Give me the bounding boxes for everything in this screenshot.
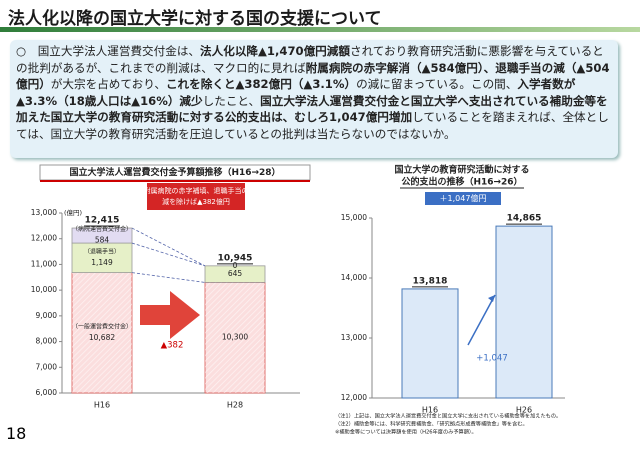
arrow-head xyxy=(488,295,495,302)
body-text: の減に留まっている。この間、 xyxy=(356,77,518,91)
segment-label: 645 xyxy=(228,269,243,278)
y-tick-label: 12,000 xyxy=(341,393,367,402)
arrow-label: +1,047 xyxy=(476,354,507,364)
y-tick-label: 14,000 xyxy=(341,273,367,282)
note: （注1）上記は、国立大学法人運営費交付金と国立大学に支出されている補助金等を加え… xyxy=(335,412,561,420)
callout-text: 附属病院の赤字補填、退職手当の xyxy=(144,186,249,195)
segment-label: 584 xyxy=(95,236,110,245)
body-text: ○ 国立大学法人運営費交付金は、 xyxy=(16,44,201,58)
arrow xyxy=(140,291,200,339)
x-tick-label: H16 xyxy=(94,401,110,410)
connector xyxy=(131,227,206,267)
y-tick-label: 15,000 xyxy=(341,213,367,222)
title-rule xyxy=(0,27,640,32)
y-tick-label: 6,000 xyxy=(36,388,58,397)
bar-segment xyxy=(71,242,133,274)
callout-box xyxy=(147,183,245,210)
hatch xyxy=(205,282,265,393)
y-unit: (億円) xyxy=(64,208,82,217)
body-text: したこと、 xyxy=(202,93,261,108)
y-tick-label: 12,000 xyxy=(31,234,57,243)
y-tick-label: 13,000 xyxy=(341,333,367,342)
body-text: 附属病院の赤字解消（▲584億円）、退職手当の減（▲504億円） xyxy=(16,60,610,92)
body-text: これを除くと▲382億円（▲3.1%） xyxy=(165,77,357,91)
y-tick-label: 10,000 xyxy=(31,285,57,294)
value-label: 13,818 xyxy=(413,276,448,286)
connector xyxy=(131,272,206,283)
callout-box xyxy=(425,192,501,205)
total-label: 10,945 xyxy=(218,253,253,263)
slide-title: 法人化以降の国立大学に対する国の支援について xyxy=(8,9,382,29)
body-text: していることを踏まえれば、全体としては、国立大学の教育研究活動を圧迫しているとの… xyxy=(16,110,609,141)
y-tick-label: 13,000 xyxy=(31,208,57,217)
total-label: 12,415 xyxy=(85,216,120,226)
segment-label: 10,682 xyxy=(89,333,115,342)
series-name: （病院運営費交付金） xyxy=(72,225,132,233)
series-name: （一般運営費交付金） xyxy=(72,322,132,330)
body-text: 国立大学法人運営費交付金と国立大学へ支出されている補助金等を加えた国立大学の教育… xyxy=(16,93,608,125)
trend-arrow xyxy=(467,294,496,346)
x-tick-label: H26 xyxy=(516,406,532,415)
note: ※補助金等については決算額を使用（H26年度のみ予算額）。 xyxy=(335,428,477,436)
body-text: 法人化以降▲1,470億円減額 xyxy=(200,44,350,58)
segment-label: 0 xyxy=(233,261,238,270)
x-tick-label: H28 xyxy=(227,401,243,410)
bar-underline xyxy=(40,180,310,182)
callout-text: 減を除けば▲382億円 xyxy=(162,197,230,206)
callout-text: ＋1,047億円 xyxy=(440,193,487,203)
chart-title: 公的支出の推移（H16→26） xyxy=(401,176,522,188)
arrow-label: ▲382 xyxy=(161,341,184,351)
bar xyxy=(495,225,553,399)
series-name: （退職手当） xyxy=(84,247,120,255)
value-label: 14,865 xyxy=(507,214,542,224)
body-text: 入学者数が▲3.3%（18歳人口は▲16%）減少 xyxy=(16,77,576,108)
x-tick-label: H16 xyxy=(422,406,438,415)
chart-title: 国立大学法人運営費交付金予算額推移（H16→28） xyxy=(69,166,280,178)
bar xyxy=(401,288,459,399)
segment-label: 1,149 xyxy=(91,258,113,267)
body-text: が大宗を占めており、 xyxy=(50,77,166,91)
chart-title: 国立大学の教育研究活動に対する xyxy=(394,164,529,176)
segment-label: 10,300 xyxy=(222,333,248,342)
bar-segment xyxy=(204,265,266,283)
y-tick-label: 8,000 xyxy=(36,337,58,346)
summary-box: ○ 国立大学法人運営費交付金は、法人化以降▲1,470億円減額されており教育研究… xyxy=(10,40,618,158)
connector xyxy=(131,242,206,267)
hatch xyxy=(72,272,132,393)
page-number: 18 xyxy=(6,424,27,443)
y-tick-label: 11,000 xyxy=(31,259,57,268)
bar-segment xyxy=(71,227,133,244)
note: （注2）補助金等には、科学研究費補助金、「研究拠点形成費等補助金」等を含む。 xyxy=(335,420,528,428)
body-text: されており教育研究活動に悪影響を与えているとの批判があるが、これまでの削減は、マ… xyxy=(16,44,604,75)
y-tick-label: 7,000 xyxy=(36,362,58,371)
y-tick-label: 9,000 xyxy=(36,311,58,320)
